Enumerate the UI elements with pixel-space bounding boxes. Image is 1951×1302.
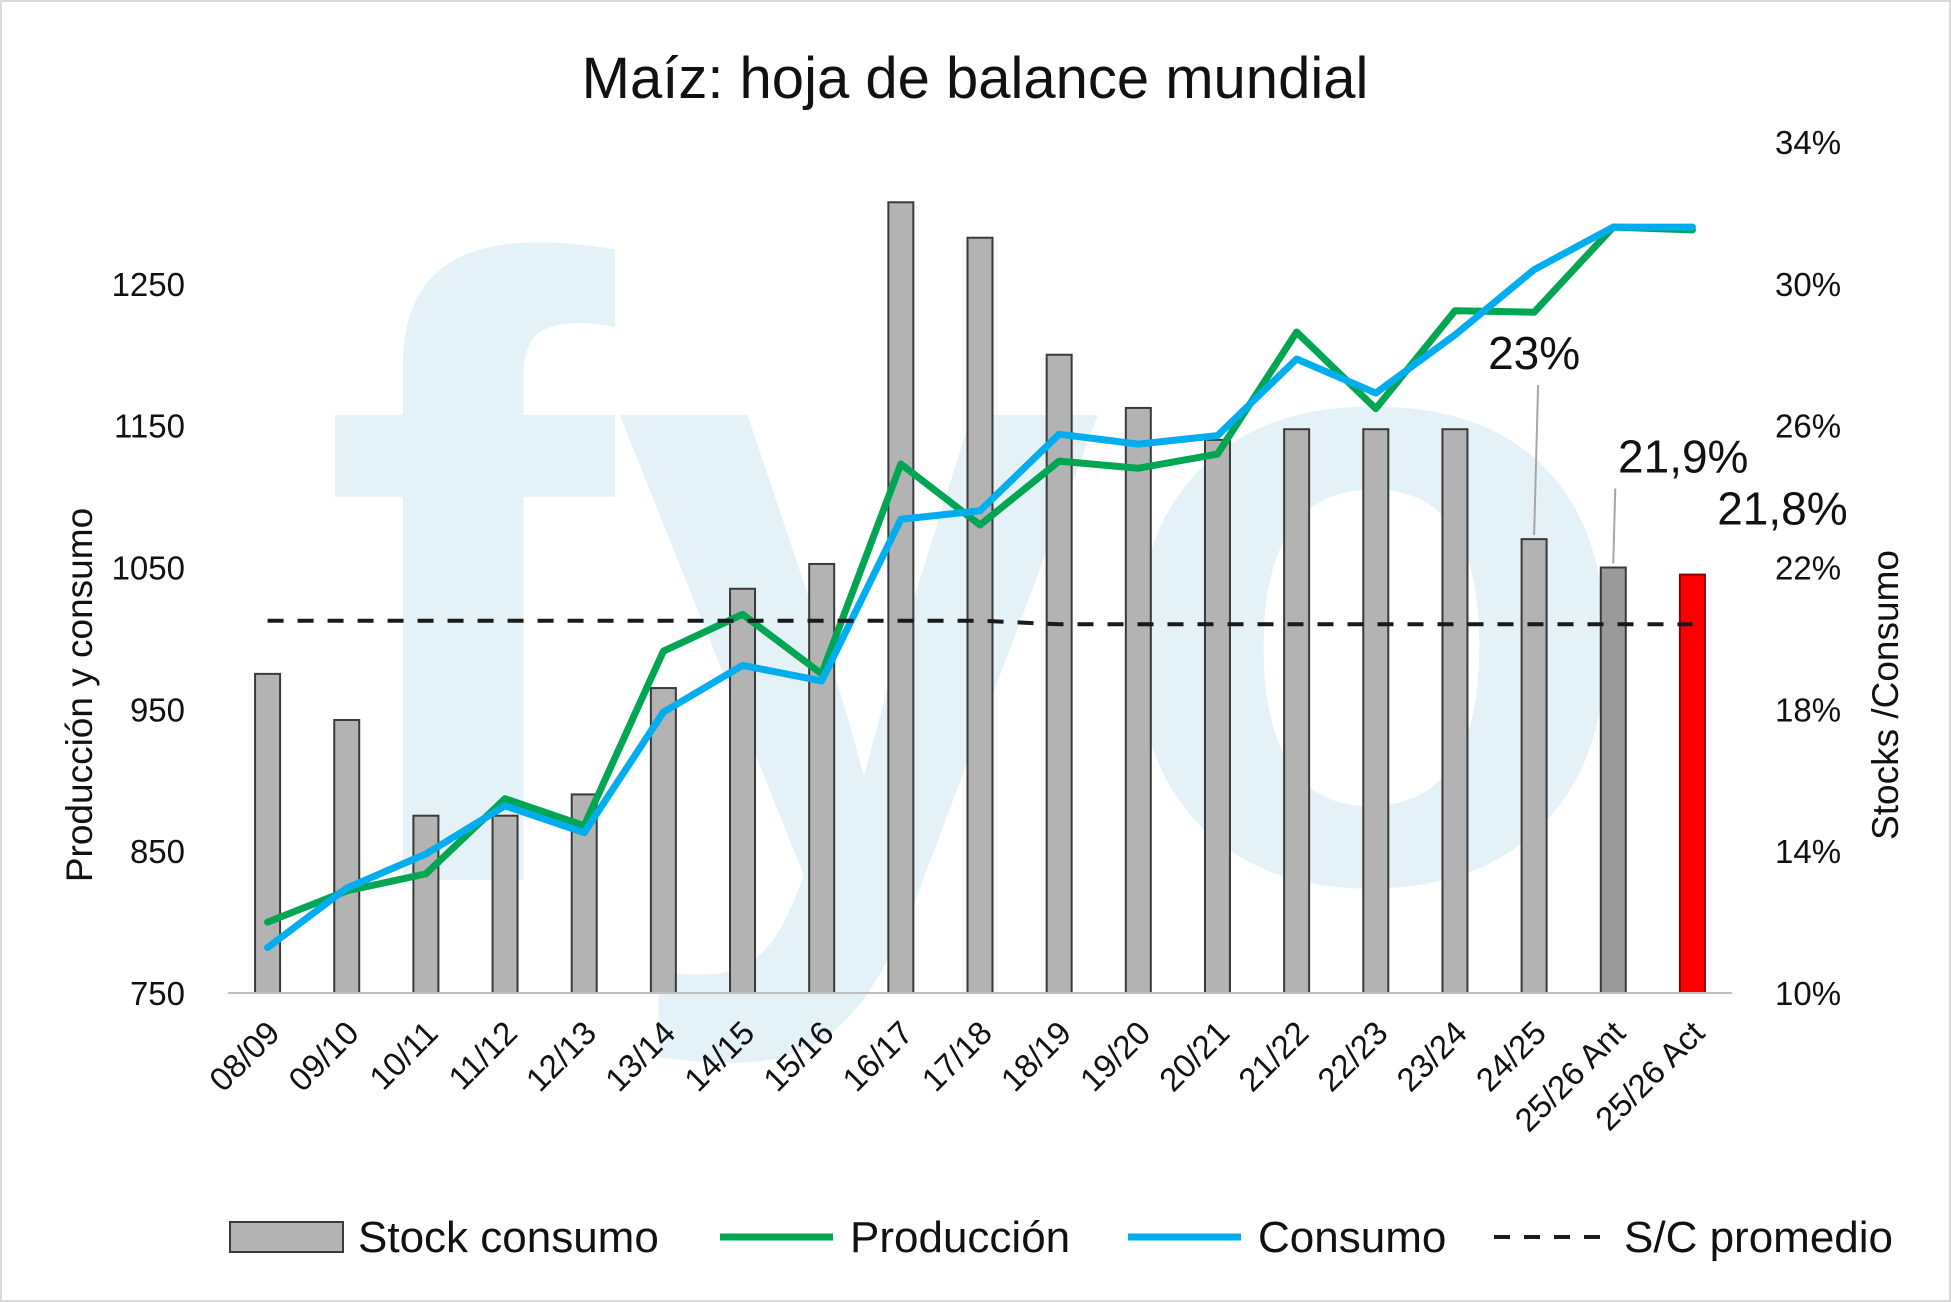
legend-label: Producción: [850, 1213, 1070, 1262]
left-tick-label: 1150: [114, 408, 185, 445]
bar: [729, 587, 757, 995]
series-line-consumo: [264, 223, 1696, 952]
left-tick-label: 950: [130, 691, 185, 728]
callout-label: 23%: [1488, 327, 1580, 379]
bar: [649, 687, 677, 995]
callouts: 23% 21,9%21,8%: [1488, 327, 1848, 564]
right-tick-label: 14%: [1775, 833, 1841, 870]
bar: [412, 814, 440, 994]
series-line-producci-n: [264, 223, 1696, 926]
right-tick-label: 30%: [1775, 266, 1841, 303]
right-tick-label: 26%: [1775, 408, 1841, 445]
left-tick-label: 1250: [112, 266, 185, 303]
right-axis-title: Stocks /Consumo: [1865, 550, 1906, 840]
callout-label: 21,8%: [1717, 483, 1847, 535]
line-series: [264, 223, 1696, 952]
bar: [1678, 573, 1706, 994]
bar: [333, 718, 361, 994]
left-tick-label: 1050: [112, 550, 185, 587]
bar: [1362, 428, 1390, 994]
right-tick-label: 34%: [1775, 124, 1841, 161]
bar: [1441, 428, 1469, 994]
bar-series: [254, 201, 1706, 995]
callout-leader: [1612, 488, 1617, 564]
left-tick-label: 750: [130, 975, 185, 1012]
bar: [1599, 566, 1627, 994]
bar: [1520, 538, 1548, 995]
callout-label: 21,9%: [1618, 431, 1748, 483]
bar: [491, 814, 519, 994]
right-tick-label: 10%: [1775, 975, 1841, 1012]
right-tick-label: 22%: [1775, 550, 1841, 587]
bar: [808, 562, 836, 994]
callout-leader: [1533, 385, 1540, 536]
chart-title: Maíz: hoja de balance mundial: [582, 46, 1369, 111]
bar: [887, 201, 915, 994]
right-tick-label: 18%: [1775, 691, 1841, 728]
bar: [1283, 428, 1311, 994]
bar: [1203, 438, 1231, 995]
left-axis-title: Producción y consumo: [59, 508, 100, 882]
legend-swatch: [229, 1221, 344, 1253]
bar: [1045, 353, 1073, 994]
legend-label: Consumo: [1258, 1213, 1446, 1262]
legend: Stock consumo Producción Consumo S/C promed…: [229, 1213, 1893, 1262]
legend-label: S/C promedio: [1624, 1213, 1893, 1262]
bar: [966, 236, 994, 995]
bar: [1124, 406, 1152, 994]
left-tick-label: 850: [130, 833, 185, 870]
legend-label: Stock consumo: [358, 1213, 659, 1262]
